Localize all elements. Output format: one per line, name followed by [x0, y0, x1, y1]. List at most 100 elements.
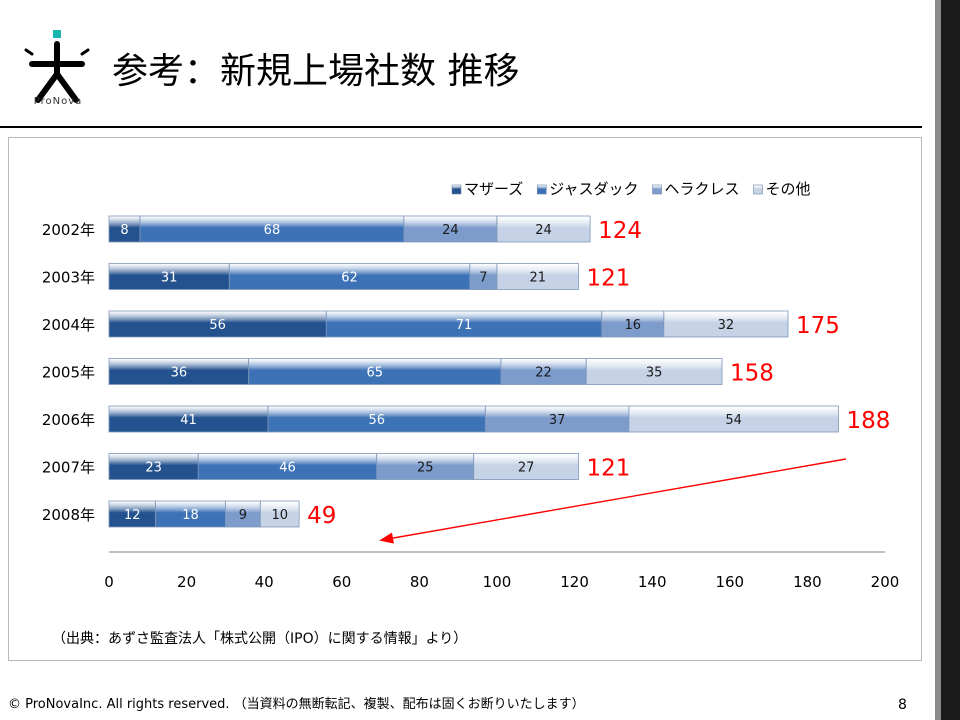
data-label: 18	[182, 508, 199, 523]
data-label: 24	[535, 223, 552, 238]
data-label: 36	[171, 366, 188, 381]
bar-segment	[224, 500, 261, 528]
bar-segment	[585, 358, 723, 385]
data-label: 12	[124, 508, 141, 523]
bar-segment	[628, 405, 839, 433]
total-label: 188	[846, 408, 890, 434]
right-edge-strip	[935, 0, 941, 720]
bar-segment	[197, 453, 378, 480]
bar-segment	[228, 263, 471, 290]
bar-segment	[473, 453, 579, 480]
source-note: （出典：あずさ監査法人「株式公開（IPO）に関する情報」より）	[52, 631, 468, 647]
x-tick-label: 160	[715, 573, 744, 591]
legend-swatch	[536, 184, 547, 195]
chart-bars	[108, 215, 839, 528]
pronova-logo-icon	[24, 30, 90, 103]
bar-segment	[267, 405, 486, 433]
bar-segment	[248, 358, 502, 385]
data-label: 16	[625, 318, 642, 333]
bar-segment	[108, 310, 327, 338]
logo-text: ProNova	[33, 96, 83, 107]
bar-segment	[108, 500, 156, 528]
title-divider	[0, 126, 922, 128]
total-label: 158	[730, 361, 774, 387]
data-label: 71	[456, 318, 473, 333]
bar-segment	[403, 215, 498, 243]
data-label: 37	[549, 413, 566, 428]
data-label: 25	[417, 461, 434, 476]
total-label: 175	[796, 313, 840, 339]
data-label: 10	[271, 508, 288, 523]
bar-segment	[108, 405, 269, 433]
stacked-bar-chart: 0 20 40 60 80 100 120 140 160 180 200 2002年 2003年 200…	[42, 180, 900, 591]
x-tick-label: 0	[104, 573, 114, 591]
category-label: 2003年	[42, 269, 95, 287]
data-label: 7	[479, 271, 487, 286]
category-label: 2002年	[42, 221, 95, 239]
x-tick-label: 120	[560, 573, 589, 591]
chart-axes: 0 20 40 60 80 100 120 140 160 180 200 2002年 2003年 200…	[42, 221, 900, 591]
legend-label: ヘラクレス	[665, 180, 740, 198]
page-number: 8	[898, 697, 907, 713]
category-label: 2006年	[42, 411, 95, 429]
x-tick-label: 140	[638, 573, 667, 591]
bar-segment	[259, 500, 300, 528]
bar-segment	[496, 263, 579, 290]
data-label: 68	[264, 223, 281, 238]
data-label: 35	[646, 366, 663, 381]
data-label: 46	[279, 461, 296, 476]
total-label: 121	[586, 266, 630, 292]
bar-segment	[500, 358, 587, 385]
bar-segment	[108, 358, 250, 385]
page-title: 参考：新規上場社数 推移	[112, 51, 520, 92]
total-label: 49	[307, 503, 336, 529]
total-label: 124	[598, 218, 642, 244]
data-label: 21	[529, 271, 546, 286]
data-label: 22	[535, 366, 552, 381]
bar-segment	[663, 310, 789, 338]
category-label: 2008年	[42, 506, 95, 524]
data-label: 62	[341, 271, 358, 286]
legend-label: マザーズ	[464, 180, 523, 198]
copyright-footer: © ProNovaInc. All rights reserved. （当資料の…	[8, 697, 585, 712]
x-tick-label: 180	[793, 573, 822, 591]
trend-arrow	[379, 458, 847, 544]
legend-label: ジャスダック	[549, 180, 638, 198]
category-label: 2004年	[42, 316, 95, 334]
data-label: 65	[367, 366, 384, 381]
bar-segment	[601, 310, 665, 338]
x-tick-label: 80	[410, 573, 429, 591]
category-label: 2007年	[42, 459, 95, 477]
bar-segment	[376, 453, 475, 480]
data-label: 32	[718, 318, 735, 333]
bar-segment	[139, 215, 405, 243]
data-label: 31	[161, 271, 178, 286]
total-label: 121	[586, 456, 630, 482]
bar-segment	[108, 453, 199, 480]
data-label: 9	[239, 508, 247, 523]
chart-legend: マザーズ ジャスダック ヘラクレス その他	[451, 180, 811, 198]
bar-segment	[108, 215, 141, 243]
legend-swatch	[753, 184, 763, 195]
x-tick-label: 40	[255, 573, 274, 591]
legend-swatch	[652, 184, 662, 195]
data-label: 8	[120, 223, 128, 238]
bar-segment	[496, 215, 591, 243]
right-edge-bar	[935, 0, 960, 720]
x-tick-label: 60	[332, 573, 351, 591]
x-tick-label: 100	[483, 573, 512, 591]
bar-segment	[325, 310, 603, 338]
x-tick-label: 200	[871, 573, 900, 591]
bar-segment	[108, 263, 230, 290]
data-label: 41	[180, 413, 197, 428]
chart-labels: 8 68 24 24 124 31 62 7 21 121 56 71 16 32 175 36 65 22 35 1…	[120, 218, 890, 544]
category-label: 2005年	[42, 364, 95, 382]
bar-segment	[469, 263, 498, 290]
data-label: 24	[442, 223, 459, 238]
data-label: 56	[209, 318, 226, 333]
x-tick-label: 20	[177, 573, 196, 591]
legend-label: その他	[766, 180, 811, 198]
data-label: 23	[145, 461, 162, 476]
data-label: 56	[368, 413, 385, 428]
data-label: 27	[518, 461, 535, 476]
